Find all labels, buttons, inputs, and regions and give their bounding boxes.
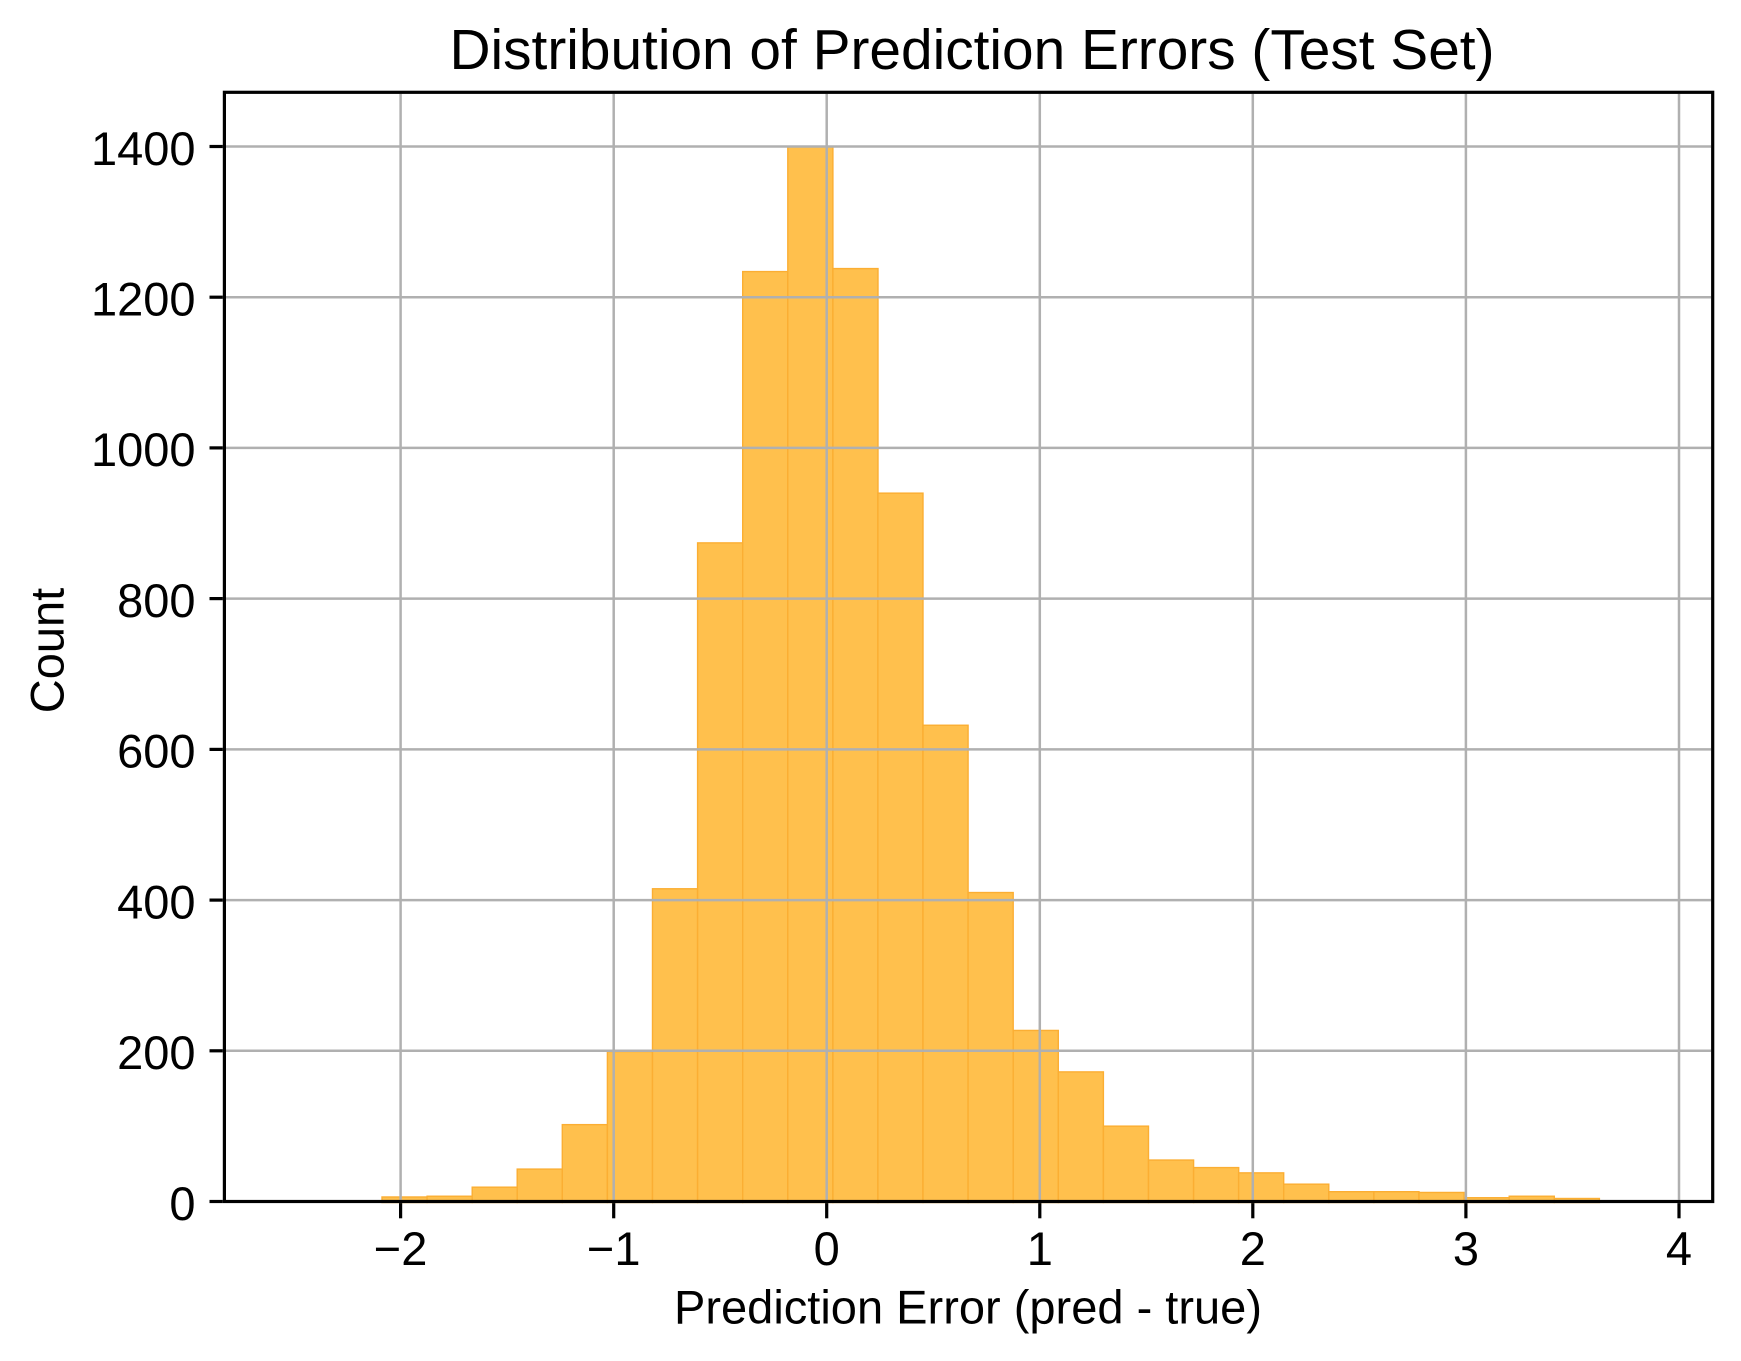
svg-text:1000: 1000: [91, 423, 196, 476]
svg-text:Count: Count: [21, 588, 74, 713]
svg-text:3: 3: [1453, 1222, 1479, 1275]
svg-text:2: 2: [1240, 1222, 1266, 1275]
svg-text:200: 200: [117, 1026, 195, 1079]
svg-text:800: 800: [117, 574, 195, 627]
svg-text:−2: −2: [374, 1222, 428, 1275]
svg-text:Prediction Error (pred - true): Prediction Error (pred - true): [674, 1281, 1262, 1334]
svg-text:600: 600: [117, 725, 195, 778]
svg-text:0: 0: [169, 1177, 195, 1230]
svg-text:1200: 1200: [91, 273, 196, 326]
svg-text:1400: 1400: [91, 122, 196, 175]
svg-text:−1: −1: [587, 1222, 641, 1275]
svg-text:Distribution of Prediction Err: Distribution of Prediction Errors (Test …: [450, 18, 1495, 82]
svg-text:400: 400: [117, 875, 195, 928]
svg-text:0: 0: [814, 1222, 840, 1275]
svg-text:1: 1: [1027, 1222, 1053, 1275]
svg-text:4: 4: [1666, 1222, 1692, 1275]
